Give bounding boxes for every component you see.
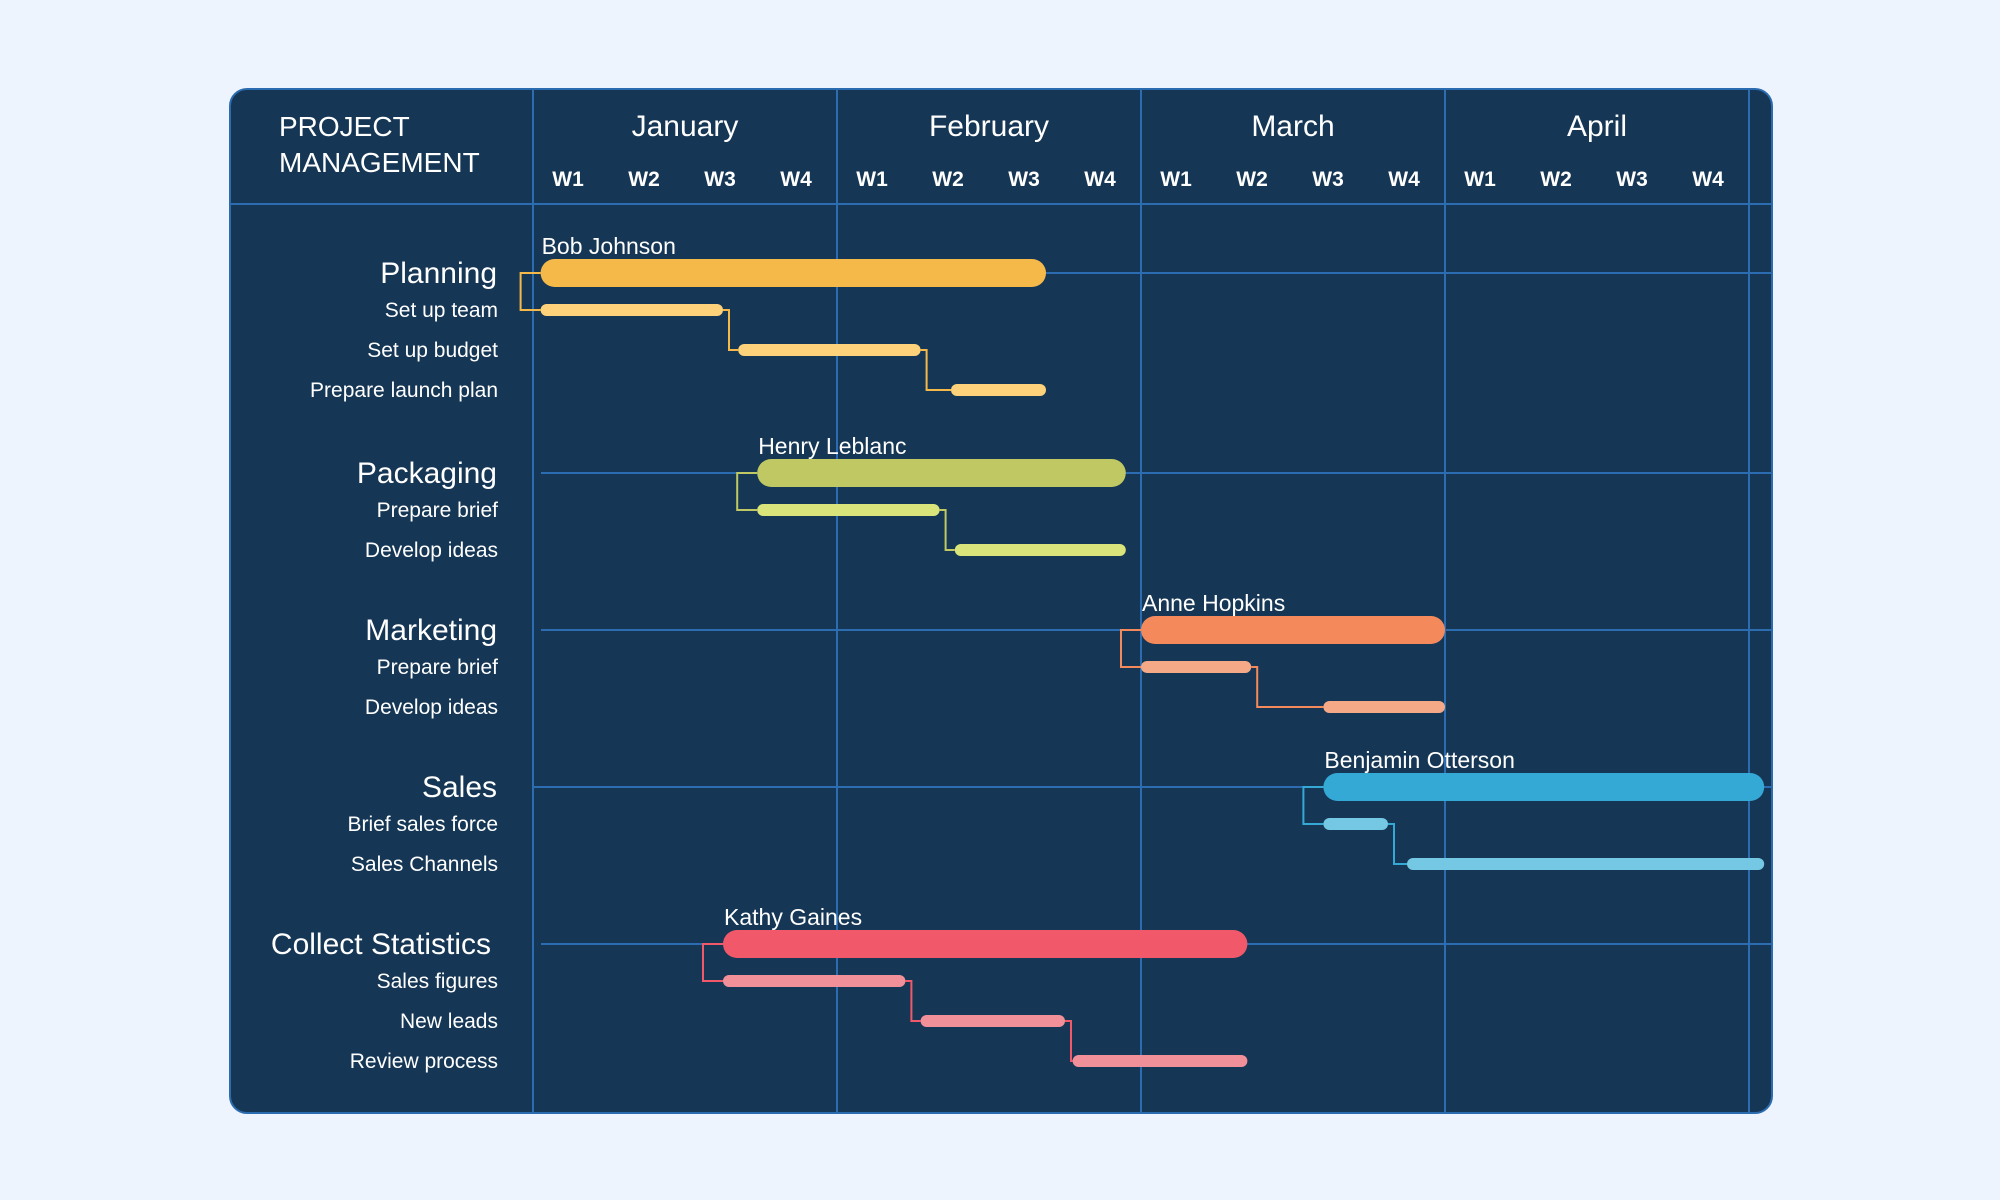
task-bar[interactable] xyxy=(1407,858,1765,870)
task-bar[interactable] xyxy=(1072,1055,1248,1067)
task-label: Set up budget xyxy=(367,339,498,362)
group-bar[interactable] xyxy=(540,259,1046,287)
task-label: Prepare brief xyxy=(377,656,499,679)
group-label: Marketing xyxy=(365,614,497,647)
group-4: Collect Statistics Kathy Gaines Sales figu… xyxy=(271,904,1771,1073)
group-3: Sales Benjamin Otterson Brief sales force S… xyxy=(347,747,1771,876)
week-label: W3 xyxy=(1616,168,1648,191)
group-label: Collect Statistics xyxy=(271,928,491,961)
week-label: W4 xyxy=(1388,168,1420,191)
group-1: Packaging Henry Leblanc Prepare brief Devel… xyxy=(357,433,1771,562)
task-bar[interactable] xyxy=(757,504,940,516)
task-connector xyxy=(1302,786,1324,825)
task-bar[interactable] xyxy=(540,304,723,316)
group-owner-label: Henry Leblanc xyxy=(758,433,906,459)
task-label: Develop ideas xyxy=(365,696,498,719)
week-label: W2 xyxy=(628,168,660,191)
task-label: Sales figures xyxy=(377,970,498,993)
task-label: Set up team xyxy=(385,299,498,322)
task-connector xyxy=(519,272,541,311)
chart-title-line-1: PROJECT xyxy=(279,111,410,142)
group-bar[interactable] xyxy=(1323,773,1765,801)
gantt-chart: PROJECT MANAGEMENT January W1 W2 W3 W4 Februa… xyxy=(231,90,1771,1112)
task-bar[interactable] xyxy=(954,544,1126,556)
group-0: Planning Bob Johnson Set up team Set up bud… xyxy=(310,233,1771,402)
task-label: Prepare launch plan xyxy=(310,379,498,402)
month-label: March xyxy=(1251,110,1334,143)
chart-title-line-2: MANAGEMENT xyxy=(279,147,480,178)
week-label: W1 xyxy=(552,168,584,191)
task-bar[interactable] xyxy=(1141,661,1252,673)
task-connector xyxy=(736,472,758,511)
task-label: Review process xyxy=(350,1050,498,1073)
group-bar[interactable] xyxy=(723,930,1248,958)
gantt-board: PROJECT MANAGEMENT January W1 W2 W3 W4 Februa… xyxy=(229,88,1773,1114)
task-connector xyxy=(1065,1020,1073,1062)
month-label: February xyxy=(929,110,1049,143)
task-label: New leads xyxy=(400,1010,498,1033)
task-label: Sales Channels xyxy=(351,853,498,876)
task-bar[interactable] xyxy=(1323,818,1388,830)
group-owner-label: Kathy Gaines xyxy=(724,904,862,930)
group-owner-label: Bob Johnson xyxy=(542,233,676,259)
task-bar[interactable] xyxy=(1323,701,1445,713)
task-connector xyxy=(905,980,921,1022)
week-label: W1 xyxy=(856,168,888,191)
task-bar[interactable] xyxy=(951,384,1046,396)
task-label: Brief sales force xyxy=(347,813,498,836)
month-label: January xyxy=(632,110,739,143)
group-bar[interactable] xyxy=(757,459,1126,487)
task-connector xyxy=(1120,629,1141,668)
group-owner-label: Anne Hopkins xyxy=(1142,590,1285,616)
task-bar[interactable] xyxy=(738,344,921,356)
task-bar[interactable] xyxy=(920,1015,1065,1027)
week-label: W4 xyxy=(1084,168,1116,191)
month-label: April xyxy=(1567,110,1627,143)
task-connector xyxy=(702,943,723,982)
group-label: Planning xyxy=(380,257,497,290)
group-label: Packaging xyxy=(357,457,497,490)
week-label: W1 xyxy=(1464,168,1496,191)
group-label: Sales xyxy=(422,771,497,804)
week-label: W3 xyxy=(1312,168,1344,191)
week-label: W3 xyxy=(704,168,736,191)
task-connector xyxy=(723,309,739,351)
gantt-rows: Planning Bob Johnson Set up team Set up bud… xyxy=(271,233,1771,1073)
task-label: Develop ideas xyxy=(365,539,498,562)
week-label: W2 xyxy=(932,168,964,191)
group-bar[interactable] xyxy=(1141,616,1445,644)
week-label: W1 xyxy=(1160,168,1192,191)
task-label: Prepare brief xyxy=(377,499,499,522)
timeline-header: January W1 W2 W3 W4 February W1 W2 W3 W4 March W1 W2… xyxy=(552,110,1724,191)
task-connector xyxy=(1251,666,1324,708)
week-label: W2 xyxy=(1236,168,1268,191)
task-connector xyxy=(1388,823,1407,865)
week-label: W4 xyxy=(780,168,812,191)
week-label: W4 xyxy=(1692,168,1724,191)
task-connector xyxy=(920,349,951,391)
task-bar[interactable] xyxy=(723,975,906,987)
group-owner-label: Benjamin Otterson xyxy=(1324,747,1514,773)
group-2: Marketing Anne Hopkins Prepare brief Develo… xyxy=(365,590,1771,719)
week-label: W3 xyxy=(1008,168,1040,191)
task-connector xyxy=(939,509,955,551)
week-label: W2 xyxy=(1540,168,1572,191)
